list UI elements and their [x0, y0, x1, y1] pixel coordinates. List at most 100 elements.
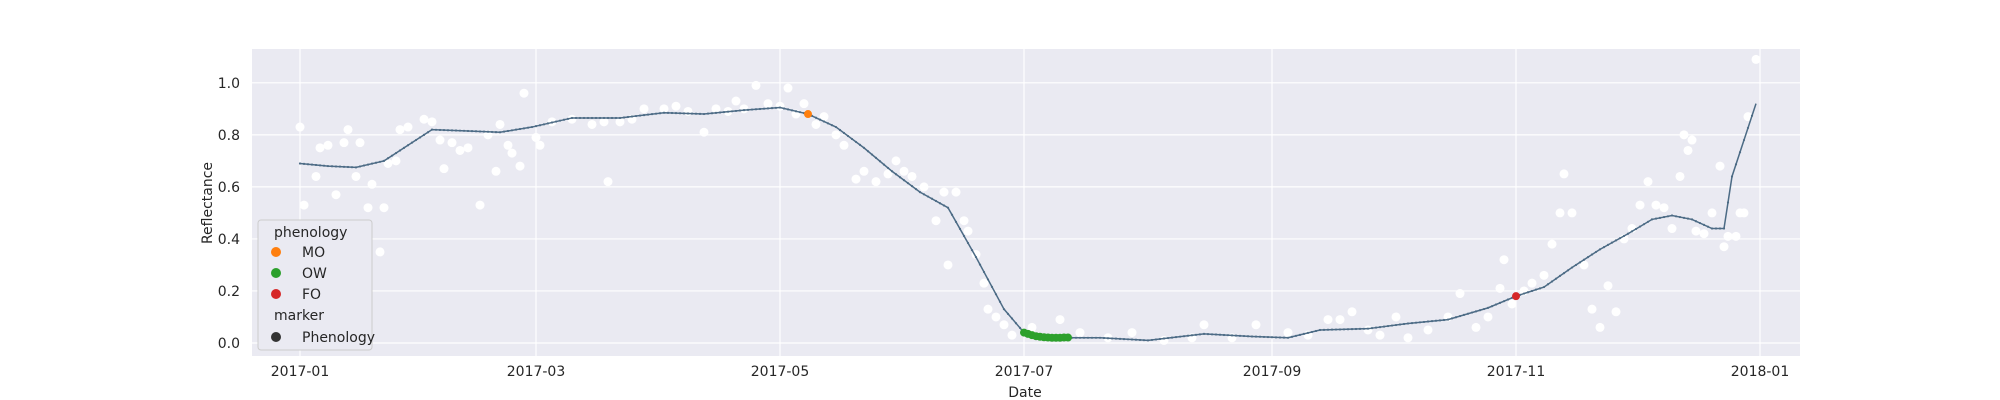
smoothed-marker — [458, 129, 462, 132]
smoothed-marker — [1642, 223, 1646, 226]
observation-point — [1667, 224, 1677, 234]
observation-point — [391, 156, 401, 166]
smoothed-marker — [1662, 215, 1666, 219]
smoothed-marker — [342, 165, 346, 168]
observation-point — [1723, 231, 1733, 241]
smoothed-marker — [530, 125, 534, 129]
smoothed-marker — [1170, 336, 1174, 339]
smoothed-marker — [1226, 334, 1230, 337]
smoothed-marker — [926, 195, 930, 198]
smoothed-marker — [1366, 327, 1370, 330]
smoothed-marker — [642, 114, 646, 117]
smoothed-marker — [1262, 335, 1266, 339]
smoothed-marker — [938, 202, 942, 205]
smoothed-marker — [702, 112, 706, 116]
smoothed-marker — [1234, 334, 1238, 337]
smoothed-marker — [462, 129, 466, 132]
smoothed-marker — [554, 120, 558, 123]
smoothed-marker — [1706, 225, 1710, 228]
observation-point — [1027, 322, 1037, 332]
smoothed-marker — [930, 197, 934, 200]
smoothed-marker — [1214, 333, 1218, 336]
smoothed-marker — [870, 153, 874, 156]
observation-point — [739, 104, 749, 114]
smoothed-marker — [1578, 261, 1582, 264]
y-tick-labels: 0.0 0.2 0.4 0.6 0.8 1.0 — [218, 76, 240, 352]
smoothed-marker — [1346, 328, 1350, 331]
smoothed-marker — [570, 116, 574, 120]
smoothed-marker — [378, 160, 382, 163]
observation-point — [775, 101, 785, 111]
smoothed-marker — [1370, 327, 1374, 330]
phenology-point-fo — [1512, 292, 1520, 301]
smoothed-marker — [634, 114, 638, 118]
observation-point — [1731, 231, 1741, 241]
smoothed-marker — [818, 118, 822, 121]
observation-point — [883, 169, 893, 179]
smoothed-marker — [666, 111, 670, 114]
observation-point — [1651, 200, 1661, 210]
smoothed-marker — [1678, 215, 1682, 219]
smoothed-marker — [1342, 328, 1346, 331]
smoothed-marker — [1730, 175, 1734, 178]
smoothed-marker — [1646, 220, 1650, 223]
smoothed-marker — [942, 204, 946, 207]
smoothed-marker — [362, 164, 366, 167]
smoothed-marker — [674, 112, 678, 115]
smoothed-marker — [1462, 313, 1466, 316]
smoothed-marker — [962, 234, 966, 238]
smoothed-marker — [714, 111, 718, 114]
observation-point — [699, 127, 709, 137]
smoothed-marker — [1698, 221, 1702, 225]
observation-point — [1687, 135, 1697, 145]
smoothed-marker — [762, 107, 766, 110]
observation-point — [763, 99, 773, 109]
smoothed-marker — [1334, 328, 1338, 331]
observation-point — [1423, 325, 1433, 335]
smoothed-marker — [874, 156, 878, 159]
smoothed-marker — [1450, 317, 1454, 320]
smoothed-marker — [562, 118, 566, 121]
smoothed-marker — [374, 161, 378, 164]
smoothed-marker — [1206, 333, 1210, 336]
smoothed-marker — [1390, 324, 1394, 327]
observation-point — [1547, 239, 1557, 249]
x-tick-label: 2018-01 — [1731, 364, 1790, 380]
smoothed-marker — [438, 128, 442, 132]
observation-point — [343, 125, 353, 135]
smoothed-marker — [1566, 269, 1570, 272]
smoothed-marker — [618, 116, 622, 120]
observation-point — [1007, 330, 1017, 340]
observation-point — [1159, 335, 1169, 345]
smoothed-marker — [878, 160, 882, 163]
smoothed-marker — [478, 130, 482, 133]
smoothed-marker — [1362, 327, 1366, 330]
smoothed-marker — [786, 108, 790, 111]
smoothed-marker — [1418, 321, 1422, 324]
smoothed-marker — [1610, 241, 1614, 244]
smoothed-marker — [542, 123, 546, 126]
smoothed-marker — [866, 150, 870, 153]
observation-point — [1587, 304, 1597, 314]
smoothed-marker — [1710, 227, 1714, 230]
observation-point — [299, 200, 309, 210]
smoothed-marker — [414, 138, 418, 142]
observation-point — [1555, 208, 1565, 218]
smoothed-marker — [334, 165, 338, 168]
smoothed-marker — [354, 166, 358, 169]
observation-point — [963, 226, 973, 236]
smoothed-marker — [1298, 333, 1302, 336]
smoothed-marker — [502, 130, 506, 133]
observation-point — [1527, 278, 1537, 288]
phenology-point-mo — [804, 110, 812, 119]
smoothed-marker — [1278, 336, 1282, 339]
observation-point — [339, 138, 349, 148]
smoothed-marker — [506, 129, 510, 133]
observation-point — [463, 143, 473, 153]
smoothed-marker — [1550, 280, 1554, 283]
smoothed-marker — [1722, 227, 1726, 230]
smoothed-marker — [366, 163, 370, 166]
smoothed-marker — [914, 188, 918, 191]
smoothed-marker — [550, 121, 554, 124]
smoothed-marker — [894, 173, 898, 176]
